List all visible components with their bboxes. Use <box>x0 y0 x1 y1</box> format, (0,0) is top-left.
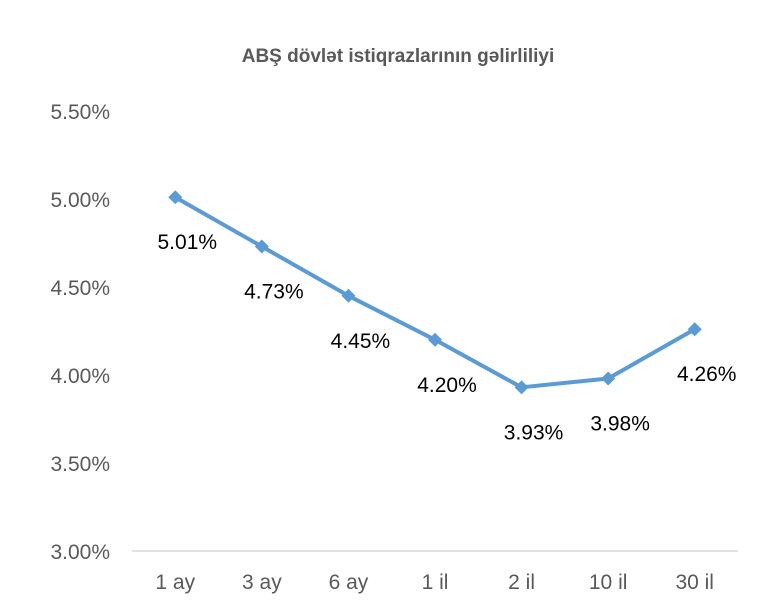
data-point-marker <box>428 332 442 347</box>
x-tick-label: 1 il <box>422 571 449 594</box>
x-tick-label: 1 ay <box>155 571 195 594</box>
data-point-marker <box>341 288 356 303</box>
y-tick-label: 5.00% <box>50 189 110 212</box>
data-label: 3.93% <box>504 421 564 444</box>
x-tick-label: 6 ay <box>329 571 369 594</box>
y-axis-ticks: 3.00% 3.50% 4.00% 4.50% 5.00% 5.50% <box>50 101 110 564</box>
y-tick-label: 3.50% <box>50 453 110 476</box>
y-tick-label: 5.50% <box>50 101 110 124</box>
x-tick-label: 30 il <box>675 571 714 594</box>
data-point-marker <box>687 322 702 337</box>
data-label: 4.26% <box>677 363 737 386</box>
data-point-marker <box>514 380 529 395</box>
data-label: 3.98% <box>590 413 650 436</box>
data-label: 4.73% <box>244 281 304 304</box>
x-tick-label: 10 il <box>589 571 628 594</box>
series-markers <box>168 190 702 395</box>
x-tick-label: 3 ay <box>242 571 282 594</box>
y-tick-label: 4.50% <box>50 277 110 300</box>
data-point-marker <box>254 239 269 254</box>
data-point-marker <box>601 371 616 386</box>
data-label: 4.20% <box>417 374 477 397</box>
data-label: 4.45% <box>331 330 391 353</box>
y-tick-label: 3.00% <box>50 541 110 564</box>
data-label: 5.01% <box>158 231 218 254</box>
x-tick-label: 2 il <box>508 571 535 594</box>
x-axis-ticks: 1 ay 3 ay 6 ay 1 il 2 il 10 il 30 il <box>155 571 714 594</box>
data-labels: 5.01% 4.73% 4.45% 4.20% 3.93% 3.98% 4.26% <box>158 231 737 444</box>
chart-title: ABŞ dövlət istiqrazlarının gəlirliliyi <box>242 46 555 67</box>
data-point-marker <box>168 190 183 205</box>
y-tick-label: 4.00% <box>50 365 110 388</box>
